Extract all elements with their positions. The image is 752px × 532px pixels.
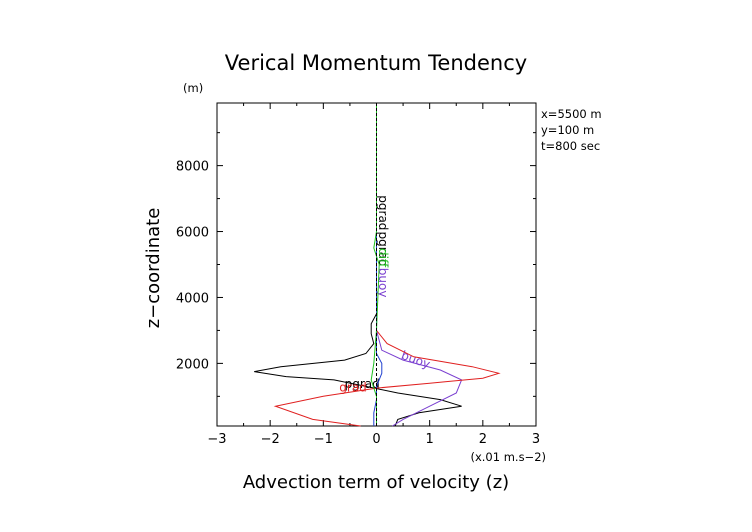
series-label-grad: grad (339, 380, 367, 394)
x-axis-label: Advection term of velocity (z) (243, 472, 509, 493)
x-tick-label: −1 (314, 432, 333, 447)
annotation-x: x=5500 m (541, 107, 602, 121)
series-label-buoy: buoy (376, 268, 390, 298)
y-tick-label: 8000 (176, 160, 209, 175)
x-tick-label: 1 (426, 432, 434, 447)
series-line-grad (273, 103, 501, 427)
y-unit-label: (m) (183, 81, 203, 95)
chart-title: Verical Momentum Tendency (225, 51, 527, 75)
y-axis-label: z−coordinate (143, 208, 164, 329)
x-tick-label: −3 (207, 432, 226, 447)
annotation-y: y=100 m (541, 123, 594, 137)
annotation-t: t=800 sec (541, 139, 600, 153)
x-tick-label: 0 (372, 432, 380, 447)
series-label-diff: diff (376, 248, 390, 268)
x-unit-label: (x.01 m.s−2) (470, 450, 546, 464)
series-label-pgrad: pgrad (376, 232, 390, 267)
series-label-pgrad: pgrad (376, 195, 390, 230)
y-tick-label: 4000 (176, 291, 209, 306)
x-tick-label: 3 (532, 432, 540, 447)
x-tick-label: 2 (479, 432, 487, 447)
x-tick-label: −2 (261, 432, 280, 447)
y-tick-label: 6000 (176, 226, 209, 241)
tick-group: −3 −2 −1 0 1 2 3 2000 4000 6000 8000 (176, 103, 540, 447)
y-tick-label: 2000 (176, 357, 209, 372)
